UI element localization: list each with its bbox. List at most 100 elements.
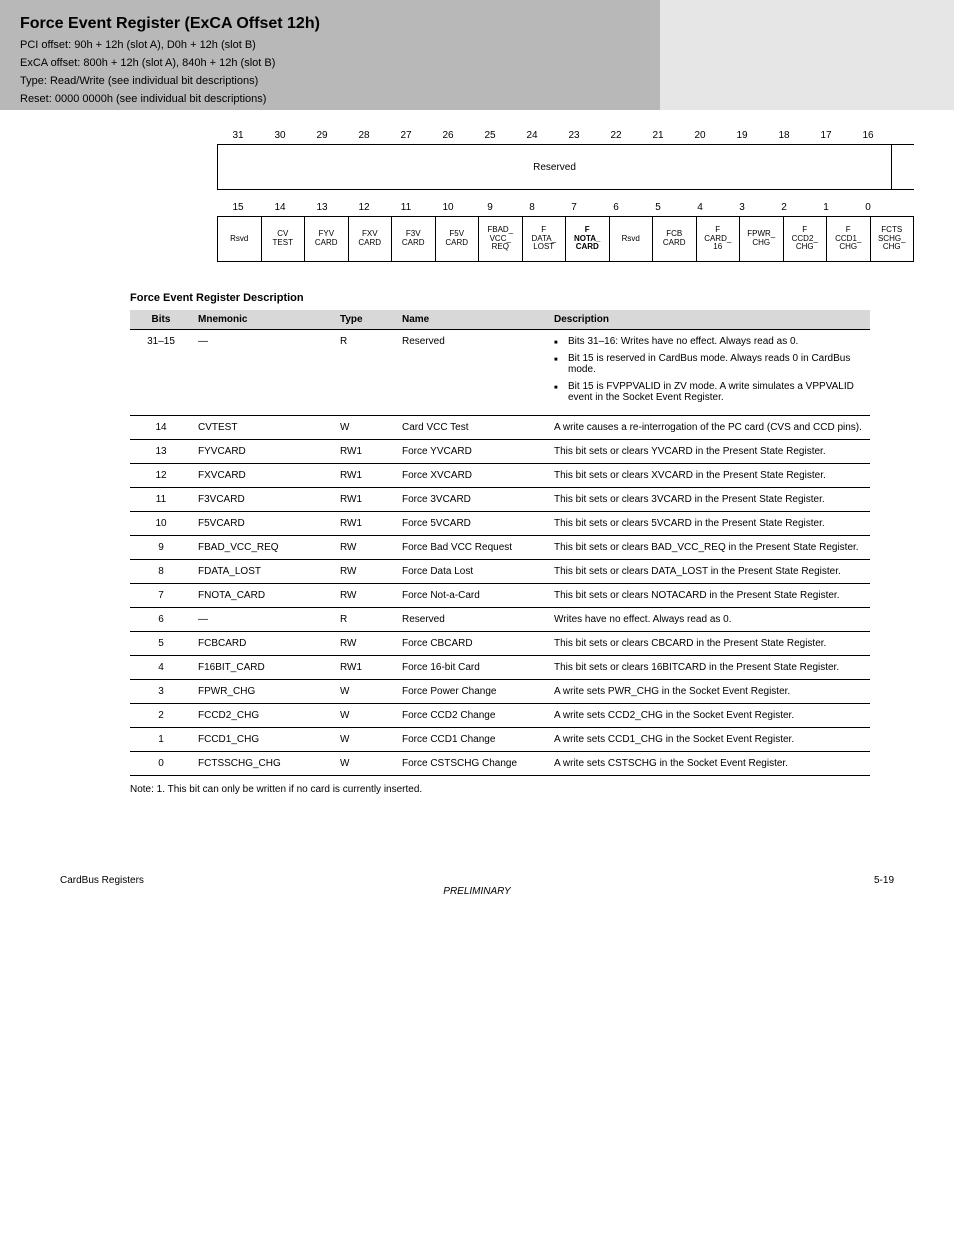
table-header-cell: Type — [334, 310, 396, 330]
cell-name: Force 5VCARD — [396, 512, 548, 536]
cell-bits: 31–15 — [130, 330, 192, 416]
cell-name: Card VCC Test — [396, 416, 548, 440]
cell-name: Force Not-a-Card — [396, 584, 548, 608]
cell-bits: 14 — [130, 416, 192, 440]
table-row: 4F16BIT_CARDRW1Force 16-bit CardThis bit… — [130, 656, 870, 680]
bit-box: FNOTA_CARD — [566, 217, 610, 261]
table-row: 6—RReservedWrites have no effect. Always… — [130, 608, 870, 632]
bit-number: 12 — [343, 202, 385, 216]
table-header-cell: Bits — [130, 310, 192, 330]
cell-bits: 11 — [130, 488, 192, 512]
cell-mnemonic: FPWR_CHG — [192, 680, 334, 704]
bit-number: 10 — [427, 202, 469, 216]
bit-number: 0 — [847, 202, 889, 216]
cell-name: Reserved — [396, 330, 548, 416]
bit-number: 21 — [637, 130, 679, 144]
cell-bits: 6 — [130, 608, 192, 632]
bit-number: 11 — [385, 202, 427, 216]
cell-type: RW — [334, 632, 396, 656]
cell-type: RW1 — [334, 464, 396, 488]
cell-type: RW1 — [334, 656, 396, 680]
header-exca-offset: ExCA offset: 800h + 12h (slot A), 840h +… — [20, 57, 640, 69]
page-footer: CardBus Registers 5-19 PRELIMINARY — [0, 875, 954, 937]
page-content: 31302928272625242322212019181716 Reserve… — [0, 110, 954, 835]
bit-box: FDATA_LOST — [523, 217, 567, 261]
cell-name: Force Data Lost — [396, 560, 548, 584]
cell-description: This bit sets or clears XVCARD in the Pr… — [548, 464, 870, 488]
bit-numbers-row-low: 1514131211109876543210 — [217, 202, 914, 216]
table-row: 8FDATA_LOSTRWForce Data LostThis bit set… — [130, 560, 870, 584]
cell-description: A write sets PWR_CHG in the Socket Event… — [548, 680, 870, 704]
bit-number: 23 — [553, 130, 595, 144]
table-header-cell: Description — [548, 310, 870, 330]
bit-number: 24 — [511, 130, 553, 144]
header-pci-offset: PCI offset: 90h + 12h (slot A), D0h + 12… — [20, 39, 640, 51]
bit-number: 3 — [721, 202, 763, 216]
cell-description: A write sets CCD2_CHG in the Socket Even… — [548, 704, 870, 728]
cell-name: Force CCD1 Change — [396, 728, 548, 752]
cell-description: This bit sets or clears BAD_VCC_REQ in t… — [548, 536, 870, 560]
table-row: 1FCCD1_CHGWForce CCD1 ChangeA write sets… — [130, 728, 870, 752]
bit-box: Rsvd — [218, 217, 262, 261]
table-header-cell: Name — [396, 310, 548, 330]
bit-number: 2 — [763, 202, 805, 216]
cell-mnemonic: F3VCARD — [192, 488, 334, 512]
bit-number: 29 — [301, 130, 343, 144]
table-row: 3FPWR_CHGWForce Power ChangeA write sets… — [130, 680, 870, 704]
cell-type: RW — [334, 560, 396, 584]
bit-boxes-row-low: RsvdCVTESTFYVCARDFXVCARDF3VCARDF5VCARDFB… — [217, 216, 914, 262]
cell-description: Writes have no effect. Always read as 0. — [548, 608, 870, 632]
cell-mnemonic: FXVCARD — [192, 464, 334, 488]
cell-description: This bit sets or clears CBCARD in the Pr… — [548, 632, 870, 656]
cell-description: A write sets CCD1_CHG in the Socket Even… — [548, 728, 870, 752]
cell-name: Force XVCARD — [396, 464, 548, 488]
footer-left: CardBus Registers — [60, 875, 144, 886]
bit-box: F3VCARD — [392, 217, 436, 261]
bit-box: Reserved — [218, 145, 892, 189]
bit-number: 7 — [553, 202, 595, 216]
cell-mnemonic: FCCD1_CHG — [192, 728, 334, 752]
cell-name: Force CSTSCHG Change — [396, 752, 548, 776]
bit-number: 17 — [805, 130, 847, 144]
cell-bits: 7 — [130, 584, 192, 608]
footer-mid: PRELIMINARY — [60, 886, 894, 897]
bit-number: 5 — [637, 202, 679, 216]
cell-bits: 3 — [130, 680, 192, 704]
cell-bits: 4 — [130, 656, 192, 680]
cell-name: Force 16-bit Card — [396, 656, 548, 680]
cell-name: Force 3VCARD — [396, 488, 548, 512]
bit-box: FBAD_VCC_REQ — [479, 217, 523, 261]
bit-boxes-row-high: Reserved — [217, 144, 914, 190]
bit-number: 22 — [595, 130, 637, 144]
table-row: 5FCBCARDRWForce CBCARDThis bit sets or c… — [130, 632, 870, 656]
table-note: Note: 1. This bit can only be written if… — [130, 784, 914, 795]
bit-number: 13 — [301, 202, 343, 216]
cell-bits: 12 — [130, 464, 192, 488]
cell-type: RW1 — [334, 512, 396, 536]
cell-name: Force YVCARD — [396, 440, 548, 464]
table-row: 11F3VCARDRW1Force 3VCARDThis bit sets or… — [130, 488, 870, 512]
table-caption: Force Event Register Description — [130, 292, 914, 304]
bit-number: 1 — [805, 202, 847, 216]
cell-name: Force CCD2 Change — [396, 704, 548, 728]
bit-box: FCCD1_CHG — [827, 217, 871, 261]
cell-mnemonic: FCCD2_CHG — [192, 704, 334, 728]
register-title: Force Event Register (ExCA Offset 12h) — [20, 15, 640, 33]
cell-bits: 9 — [130, 536, 192, 560]
cell-mnemonic: FBAD_VCC_REQ — [192, 536, 334, 560]
cell-mnemonic: FNOTA_CARD — [192, 584, 334, 608]
bit-box: Rsvd — [610, 217, 654, 261]
bit-number: 18 — [763, 130, 805, 144]
cell-mnemonic: FDATA_LOST — [192, 560, 334, 584]
page-header: Force Event Register (ExCA Offset 12h) P… — [0, 0, 954, 110]
bit-box: FXVCARD — [349, 217, 393, 261]
cell-bits: 10 — [130, 512, 192, 536]
cell-type: R — [334, 330, 396, 416]
bit-number: 25 — [469, 130, 511, 144]
cell-description: A write causes a re-interrogation of the… — [548, 416, 870, 440]
cell-mnemonic: FCTSSCHG_CHG — [192, 752, 334, 776]
cell-type: W — [334, 752, 396, 776]
bit-number: 8 — [511, 202, 553, 216]
cell-description: A write sets CSTSCHG in the Socket Event… — [548, 752, 870, 776]
cell-mnemonic: — — [192, 608, 334, 632]
